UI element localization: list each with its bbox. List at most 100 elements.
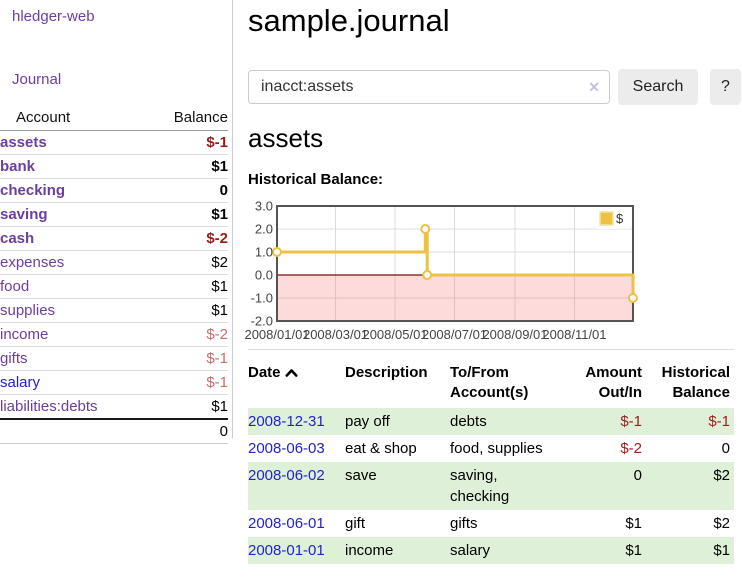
chart-legend-swatch <box>599 211 614 226</box>
account-row: gifts $-1 <box>0 346 228 371</box>
search-button[interactable]: Search <box>618 69 698 105</box>
chart-ytick-label: 2.0 <box>255 222 273 237</box>
chart-data-point <box>422 270 433 280</box>
account-cell: liabilities:debts <box>0 394 147 420</box>
account-cell: gifts <box>0 346 147 371</box>
accounts-total-row: 0 <box>0 418 228 444</box>
accounts-header-balance: Balance <box>146 106 228 131</box>
account-link-food[interactable]: food <box>0 278 30 295</box>
register-table: Date Description To/From Account(s) Amou… <box>248 349 734 564</box>
account-link-gifts[interactable]: gifts <box>0 350 28 367</box>
register-header-tofrom: To/From Account(s) <box>450 350 570 409</box>
chart-ytick-label: 0.0 <box>255 268 273 283</box>
sort-ascending-icon <box>285 364 298 384</box>
chart-data-point <box>272 247 282 257</box>
account-balance: $-1 <box>146 130 228 155</box>
register-header-balance-line1: Historical <box>661 364 730 381</box>
register-amount-cell: $1 <box>625 515 642 532</box>
account-balance: $-2 <box>146 322 228 347</box>
register-header-amount: Amount Out/In <box>570 350 650 409</box>
account-row: salary $-1 <box>0 370 228 395</box>
register-date-cell: 2008-01-01 <box>248 537 345 564</box>
transaction-date-link[interactable]: 2008-12-31 <box>248 413 325 430</box>
register-header-tofrom-line1: To/From <box>450 364 509 381</box>
chart-data-point <box>628 293 638 303</box>
chart-xtick-label: 2008/03/01 <box>303 327 368 342</box>
register-header-row: Date Description To/From Account(s) Amou… <box>248 350 734 409</box>
register-accounts-cell: food, supplies <box>450 440 543 457</box>
account-cell: checking <box>0 178 147 203</box>
chart-xtick-label: 2008/07/01 <box>422 327 487 342</box>
account-link-expenses[interactable]: expenses <box>0 254 65 271</box>
search-box: ✕ <box>248 70 610 104</box>
account-title: assets <box>248 123 324 153</box>
account-balance: $1 <box>146 202 228 227</box>
account-cell: saving <box>0 202 147 227</box>
chart-data-point <box>420 224 431 234</box>
account-link-saving[interactable]: saving <box>0 206 48 223</box>
transaction-date-link[interactable]: 2008-06-02 <box>248 467 325 484</box>
account-row: income $-2 <box>0 322 228 347</box>
account-row: bank $1 <box>0 154 228 179</box>
account-cell: supplies <box>0 298 147 323</box>
register-header-date[interactable]: Date <box>248 350 345 409</box>
account-cell: assets <box>0 130 147 155</box>
account-row: saving $1 <box>0 202 228 227</box>
account-link-income[interactable]: income <box>0 326 49 343</box>
account-cell: expenses <box>0 250 147 275</box>
sidebar: hledger-web Journal Account Balance asse… <box>0 0 233 444</box>
clear-search-icon[interactable]: ✕ <box>588 79 600 95</box>
register-accounts-cell: gifts <box>450 515 478 532</box>
accounts-header-row: Account Balance <box>0 106 228 131</box>
account-link-bank[interactable]: bank <box>0 158 36 175</box>
account-row: checking 0 <box>0 178 228 203</box>
account-link-liabilities-debts[interactable]: liabilities:debts <box>0 398 98 415</box>
register-row: 2008-12-31 pay off debts $-1 $-1 <box>248 408 734 435</box>
register-header-amount-line2: Out/In <box>598 384 642 401</box>
register-balance-cell: $-1 <box>650 408 734 435</box>
brand-link[interactable]: hledger-web <box>12 8 95 25</box>
register-accounts-cell: salary <box>450 537 570 564</box>
help-button[interactable]: ? <box>710 69 741 105</box>
account-link-cash[interactable]: cash <box>0 230 35 247</box>
register-balance-cell: 0 <box>721 440 730 457</box>
register-row: 2008-06-01 gift gifts $1 $2 <box>248 510 734 537</box>
account-row: cash $-2 <box>0 226 228 251</box>
main-content: sample.journal ✕ Search ? assets Histori… <box>244 0 742 582</box>
register-accounts-cell: debts <box>450 408 570 435</box>
chart-ytick-label: 3.0 <box>255 199 273 214</box>
accounts-total-spacer <box>0 418 147 444</box>
register-amount-cell: $1 <box>570 537 650 564</box>
accounts-header-account: Account <box>0 106 147 131</box>
account-balance: $1 <box>146 154 228 179</box>
register-description-cell: eat & shop <box>345 440 417 457</box>
account-balance: $2 <box>146 250 228 275</box>
account-cell: bank <box>0 154 147 179</box>
account-balance: $-1 <box>146 370 228 395</box>
transaction-date-link[interactable]: 2008-06-03 <box>248 440 325 457</box>
search-row: ✕ Search ? <box>248 69 741 105</box>
account-link-assets[interactable]: assets <box>0 134 47 151</box>
register-amount-cell: 0 <box>570 462 650 510</box>
account-balance: $1 <box>146 274 228 299</box>
account-link-supplies[interactable]: supplies <box>0 302 56 319</box>
accounts-total-value: 0 <box>146 418 228 444</box>
chart-caption: Historical Balance: <box>248 171 384 188</box>
transaction-date-link[interactable]: 2008-01-01 <box>248 542 325 559</box>
account-link-checking[interactable]: checking <box>0 182 66 199</box>
historical-balance-chart: $3.0 2.0 1.0 0.0 -1.0 -2.02008/01/012008/03/0… <box>244 199 638 342</box>
account-balance: $1 <box>146 298 228 323</box>
register-description-cell: gift <box>345 515 366 532</box>
sidebar-item-journal[interactable]: Journal <box>12 71 62 88</box>
chart-xtick-label: 2008/09/01 <box>482 327 547 342</box>
account-cell: income <box>0 322 147 347</box>
page-title: sample.journal <box>248 3 450 38</box>
account-link-salary[interactable]: salary <box>0 374 41 391</box>
transaction-date-link[interactable]: 2008-06-01 <box>248 515 325 532</box>
register-date-cell: 2008-12-31 <box>248 408 345 435</box>
account-row: expenses $2 <box>0 250 228 275</box>
search-input[interactable] <box>248 70 610 104</box>
chart-legend-label: $ <box>616 211 624 226</box>
chart-ytick-label: -1.0 <box>251 291 273 306</box>
